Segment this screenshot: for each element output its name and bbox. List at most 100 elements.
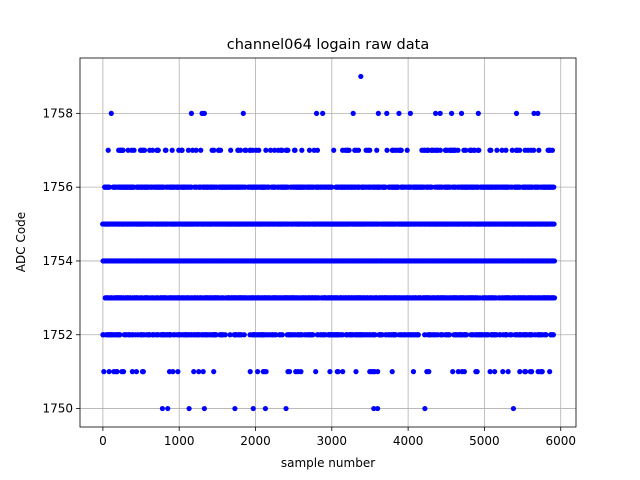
data-point [217,147,224,153]
data-point [432,110,439,116]
data-point [389,369,395,375]
data-point [327,369,333,375]
data-point [196,369,202,375]
data-point [455,369,461,375]
data-point [547,369,553,375]
y-tick-label: 1752 [42,328,73,342]
data-point [422,405,428,412]
data-point [449,110,455,116]
data-point [503,147,509,153]
data-point [446,332,453,338]
x-axis-label: sample number [281,456,375,470]
data-point [415,332,421,338]
data-point [543,332,549,338]
data-point [331,147,337,153]
plot-area-frame [79,57,577,428]
data-point [404,147,410,153]
data-point [241,332,247,338]
x-tick-label: 4000 [393,434,424,448]
data-point [410,369,417,375]
data-point [165,405,171,412]
data-point [114,369,120,375]
data-point [339,332,346,338]
x-tick-label: 0 [99,434,107,448]
y-tick-label: 1754 [42,254,73,268]
data-point [108,110,114,116]
data-point [170,369,176,375]
data-point [475,110,481,116]
data-point [313,369,319,375]
data-point [155,147,161,153]
data-point [279,332,285,338]
data-point [243,147,249,153]
data-point [159,405,166,412]
data-points [100,73,558,412]
data-point [131,147,137,153]
data-point [455,147,461,153]
data-point [499,147,505,153]
data-point [283,405,289,412]
data-point [267,147,274,153]
data-point [396,110,402,116]
data-point [125,147,131,153]
data-point [140,369,146,375]
data-point [398,147,404,153]
data-point [474,369,480,375]
y-tick-label: 1756 [42,180,73,194]
data-point [509,147,515,153]
data-point [539,369,545,375]
data-point [106,184,113,190]
x-tick-label: 5000 [469,434,500,448]
data-point [299,147,305,153]
data-point [488,147,494,153]
x-tick-label: 2000 [240,434,271,448]
data-point [536,147,542,153]
data-point [437,110,443,116]
data-point [437,147,443,153]
data-point [517,369,523,375]
data-point [500,369,506,375]
x-tick-label: 1000 [164,434,195,448]
data-point [298,369,304,375]
data-point [201,110,207,116]
data-point [200,369,206,375]
data-point [535,110,541,116]
data-point [375,405,381,412]
data-point [201,405,207,412]
data-point [492,369,498,375]
data-point [120,369,127,375]
data-point [263,369,269,375]
data-point [133,369,140,375]
x-axis-ticks: 0 1000 2000 3000 4000 5000 6000 [99,427,576,448]
data-point [227,332,233,338]
data-point [141,147,148,153]
data-point [350,110,356,116]
data-point [529,369,535,375]
data-point [340,369,346,375]
data-point [240,110,246,116]
data-point [522,369,529,375]
data-point [213,332,219,338]
data-point [329,184,335,190]
data-point [426,369,432,375]
data-point [285,147,291,153]
data-point [186,405,192,412]
data-point [101,369,107,375]
data-point [374,147,380,153]
data-point [375,369,381,375]
data-point [335,369,341,375]
data-point [551,295,558,301]
data-point [191,369,197,375]
data-point [247,369,253,375]
data-point [358,73,364,80]
data-point [551,221,557,227]
data-point [367,147,373,153]
data-point [313,110,320,116]
data-point [120,147,126,153]
data-point [508,332,515,338]
data-point [549,147,555,153]
data-point [163,147,169,153]
data-point [310,332,316,338]
y-axis-ticks: 1750 1752 1754 1756 1758 [42,106,80,416]
